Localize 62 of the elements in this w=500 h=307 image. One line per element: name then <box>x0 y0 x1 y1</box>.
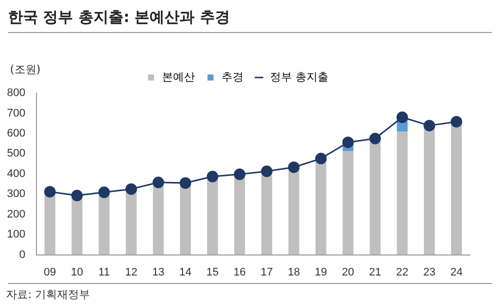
point <box>260 166 272 178</box>
legend-label: 정부 총지출 <box>270 70 328 84</box>
y-tick-label: 200 <box>6 208 26 220</box>
x-tick-label: 23 <box>423 266 436 278</box>
legend-label: 추경 <box>222 70 244 84</box>
x-tick-label: 12 <box>125 266 138 278</box>
bar <box>451 122 462 255</box>
point <box>450 116 462 128</box>
x-tick-label: 24 <box>450 266 463 278</box>
point <box>369 132 381 144</box>
y-tick-label: 500 <box>6 148 26 160</box>
x-tick-label: 14 <box>179 266 192 278</box>
bar <box>44 194 56 255</box>
x-tick-label: 13 <box>152 266 164 278</box>
y-tick-label: 600 <box>6 127 26 140</box>
bar <box>370 142 381 255</box>
bar <box>207 176 218 255</box>
legend-label: 본예산 <box>162 70 195 84</box>
x-tick-label: 18 <box>288 266 300 278</box>
x-tick-label: 10 <box>70 266 84 278</box>
x-tick-label: 15 <box>206 266 219 278</box>
x-tick-label: 20 <box>342 266 354 278</box>
point <box>342 136 354 148</box>
point <box>152 176 164 188</box>
chart-title: 한국 정부 총지출: 본예산과 추경 <box>8 8 230 27</box>
x-tick-label: 21 <box>369 266 382 278</box>
y-tick-label: 100 <box>6 228 26 241</box>
y-tick-label: 300 <box>6 188 26 200</box>
bar <box>261 171 272 255</box>
point <box>206 170 218 182</box>
y-tick-label: 800 <box>6 87 26 100</box>
point <box>288 161 300 173</box>
x-tick-label: 09 <box>44 266 56 278</box>
text: 자료: 기획재정부 <box>6 287 90 302</box>
point <box>125 183 137 195</box>
bar <box>424 126 435 255</box>
x-tick-label: 16 <box>234 266 246 278</box>
point <box>98 186 110 198</box>
x-tick-label: 19 <box>314 266 328 278</box>
bar <box>234 174 246 255</box>
bar <box>342 151 354 255</box>
x-tick-label: 11 <box>98 266 110 278</box>
point <box>234 168 246 180</box>
bar <box>180 183 191 255</box>
bar <box>396 132 408 255</box>
point <box>424 120 436 132</box>
bar <box>72 196 82 255</box>
y-tick-label: 0 <box>19 248 26 261</box>
bar <box>98 192 110 255</box>
point <box>315 152 327 164</box>
bar <box>288 167 300 255</box>
point <box>180 177 192 189</box>
point <box>71 190 83 202</box>
x-tick-label: 17 <box>260 266 273 278</box>
x-tick-label: 22 <box>396 266 408 278</box>
point <box>44 186 56 198</box>
y-tick-label: 700 <box>6 107 26 120</box>
y-axis-title: (조원) <box>10 62 41 77</box>
y-tick-label: 400 <box>6 168 26 180</box>
point <box>396 112 408 124</box>
bar <box>152 182 164 255</box>
bar <box>316 158 326 255</box>
